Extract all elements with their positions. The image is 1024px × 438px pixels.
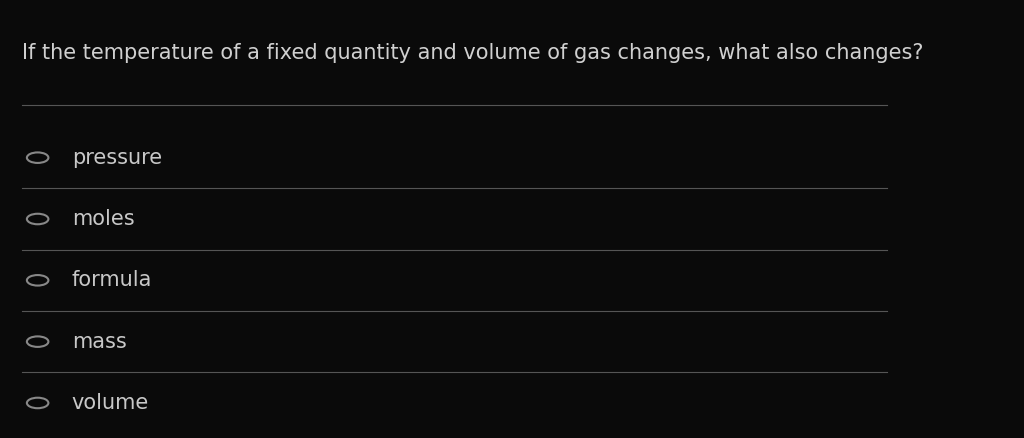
Text: volume: volume — [72, 393, 148, 413]
Text: pressure: pressure — [72, 148, 162, 168]
Text: If the temperature of a fixed quantity and volume of gas changes, what also chan: If the temperature of a fixed quantity a… — [23, 42, 924, 63]
Text: formula: formula — [72, 270, 153, 290]
Text: mass: mass — [72, 332, 126, 352]
Text: moles: moles — [72, 209, 134, 229]
